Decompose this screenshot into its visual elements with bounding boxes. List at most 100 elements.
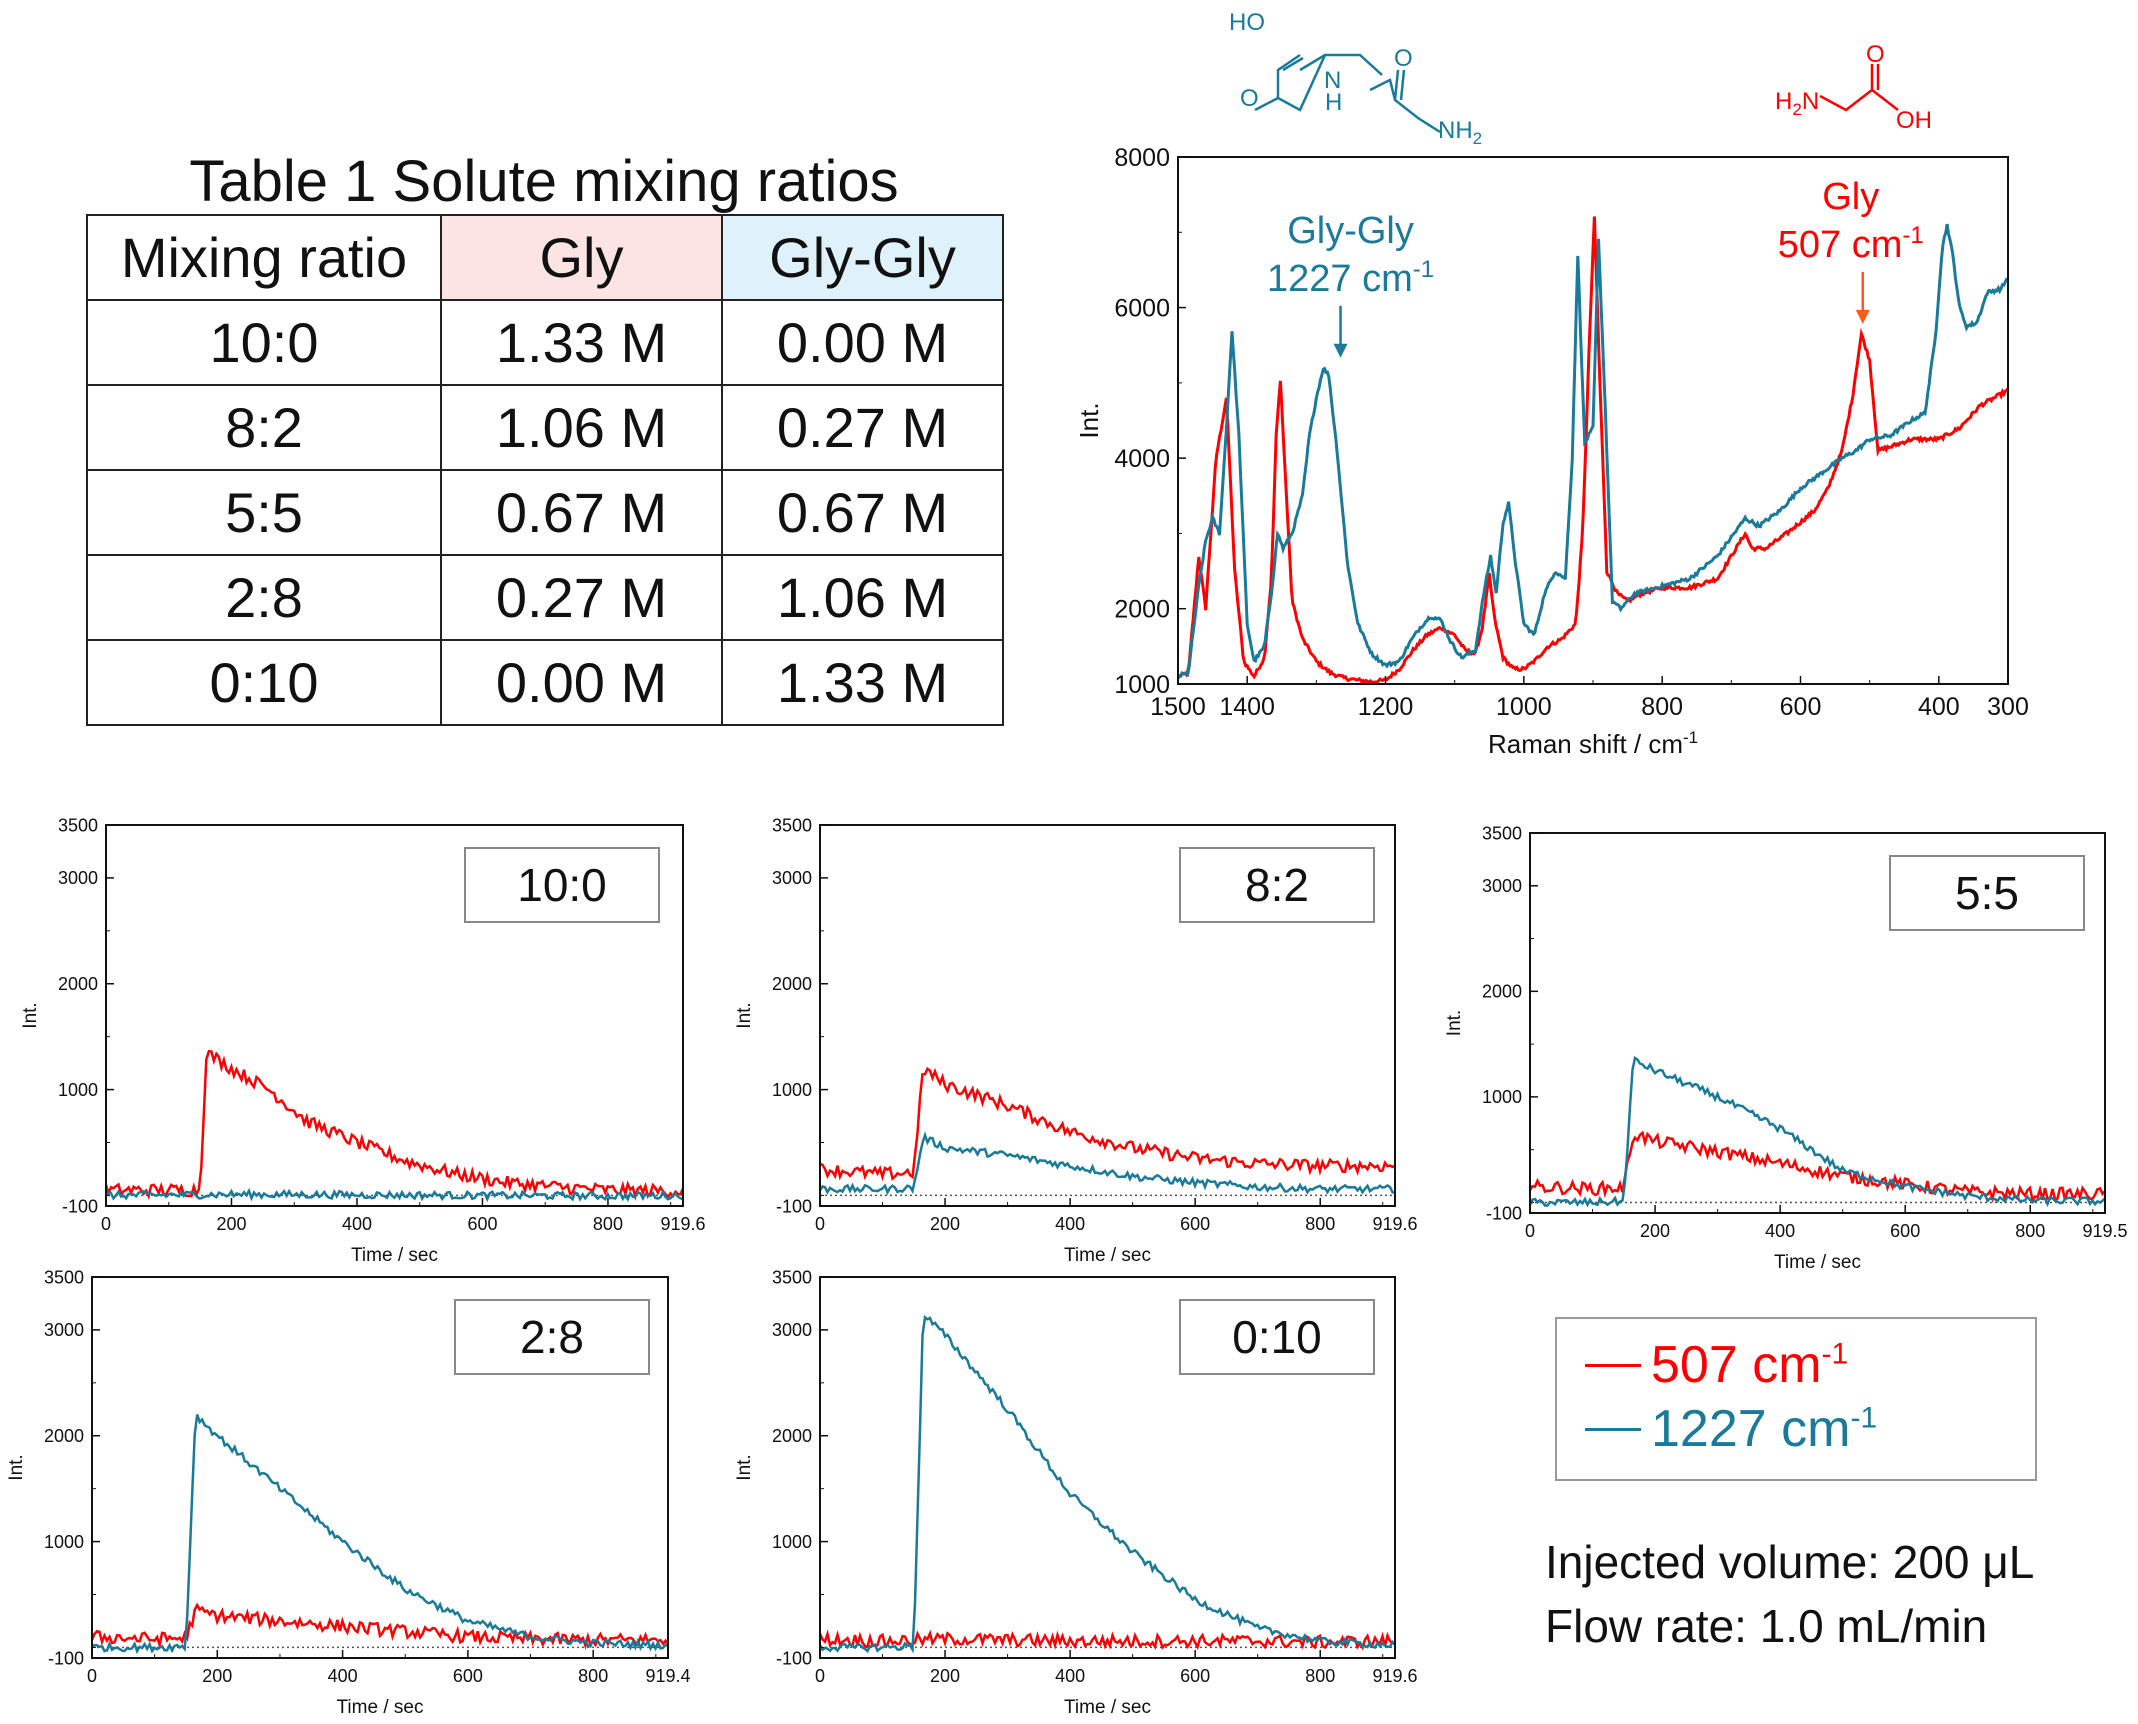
- x-tick-label: 800: [578, 1666, 608, 1686]
- x-tick-label: 600: [1180, 1666, 1210, 1686]
- x-tick-label: 400: [1055, 1214, 1085, 1234]
- annotation-wavenumber: 1227 cm-1: [1267, 256, 1434, 300]
- glygly-o2-label: O: [1394, 45, 1413, 72]
- x-axis-label-text: Time / sec: [337, 1697, 424, 1718]
- x-tick-label: 600: [453, 1666, 483, 1686]
- x-tick-label: 400: [342, 1214, 372, 1234]
- x-tick-label: 0: [815, 1214, 825, 1234]
- y-tick-label: 3000: [58, 868, 98, 888]
- injected-volume: Injected volume: 200 μL: [1545, 1536, 2035, 1588]
- table-cell: 1.06 M: [721, 554, 1004, 641]
- legend-label-507-text: 507 cm: [1651, 1336, 1822, 1394]
- table-cell: 0.27 M: [721, 384, 1004, 471]
- series-line-a: [1530, 1130, 2105, 1204]
- gly-oh-label: OH: [1896, 107, 1932, 134]
- series-line-b: [820, 1314, 1395, 1654]
- legend-swatch-507: [1585, 1363, 1641, 1367]
- gly-o-label: O: [1866, 41, 1885, 68]
- series-line-b: [1530, 1055, 2105, 1208]
- legend-label-1227-text: 1227 cm: [1651, 1400, 1851, 1458]
- chart-ratio-10-0: 0 200 400 600 800 919.6 -100 1000 2000 3000 3500 Ti…: [20, 815, 706, 1266]
- panel-label: 0:10: [1232, 1311, 1322, 1363]
- y-tick-label: -100: [776, 1648, 812, 1668]
- y-tick-label: -100: [62, 1196, 98, 1216]
- annotation-wavenumber-sup: -1: [1413, 256, 1434, 283]
- y-tick-label: -100: [776, 1196, 812, 1216]
- legend-label-507: 507 cm-1: [1651, 1335, 1848, 1395]
- x-axis-label: Time / sec: [1064, 1697, 1151, 1718]
- annotation-wavenumber-text: 507 cm: [1778, 224, 1903, 266]
- y-tick-label: 1000: [44, 1532, 84, 1552]
- x-tick-label: 600: [1180, 1214, 1210, 1234]
- x-tick-label: 919.4: [645, 1666, 690, 1686]
- x-tick-label: 600: [1780, 693, 1822, 721]
- x-tick-label: 1400: [1219, 693, 1275, 721]
- series-line-a: [820, 1629, 1395, 1651]
- y-tick-label: 6000: [1114, 294, 1170, 322]
- y-tick-label: 3000: [1482, 876, 1522, 896]
- panel-label: 10:0: [517, 859, 607, 911]
- table-cell: 2:8: [86, 554, 442, 641]
- chart-ratio-8-2: 0 200 400 600 800 919.6 -100 1000 2000 3000 3500 Ti…: [734, 815, 1418, 1266]
- annotation-wavenumber: 507 cm-1: [1778, 222, 1924, 266]
- x-axis-label-text: Time / sec: [351, 1245, 438, 1266]
- y-tick-label: 3500: [772, 815, 812, 835]
- x-tick-label: 1000: [1496, 693, 1552, 721]
- chart-ratio-0-10: 0 200 400 600 800 919.6 -100 1000 2000 3000 3500 Ti…: [734, 1267, 1418, 1718]
- x-tick-label: 1500: [1150, 693, 1206, 721]
- series-line-b: [820, 1131, 1395, 1196]
- plot-frame: [819, 1276, 1396, 1659]
- table-cell: 1.06 M: [440, 384, 723, 471]
- plot-frame: [819, 824, 1396, 1207]
- x-tick-label: 200: [1640, 1221, 1670, 1241]
- x-tick-label: 200: [202, 1666, 232, 1686]
- x-axis-label-text: Time / sec: [1774, 1252, 1861, 1273]
- x-tick-label: 200: [930, 1214, 960, 1234]
- x-axis-label-sup: -1: [1683, 728, 1698, 747]
- y-tick-label: 1000: [58, 1080, 98, 1100]
- panel-label: 8:2: [1245, 859, 1309, 911]
- y-tick-label: 3500: [58, 815, 98, 835]
- flow-rate: Flow rate: 1.0 mL/min: [1545, 1600, 1988, 1652]
- y-tick-label: 2000: [772, 974, 812, 994]
- y-tick-label: -100: [48, 1648, 84, 1668]
- x-tick-label: 600: [467, 1214, 497, 1234]
- x-tick-label: 400: [1055, 1666, 1085, 1686]
- y-tick-label: 2000: [772, 1426, 812, 1446]
- legend: 507 cm-1 1227 cm-1: [1555, 1317, 2037, 1481]
- gly-h-text: H: [1775, 88, 1792, 115]
- gly-structure: [1819, 64, 1899, 112]
- x-axis-label: Raman shift / cm-1: [1488, 728, 1698, 759]
- panel-label-box: [1179, 847, 1375, 923]
- legend-item-1227: 1227 cm-1: [1585, 1399, 1877, 1459]
- y-tick-label: 3000: [772, 868, 812, 888]
- plot-frame: [105, 824, 684, 1207]
- legend-label-1227: 1227 cm-1: [1651, 1399, 1877, 1459]
- chart-ratio-2-8: 0 200 400 600 800 919.4 -100 1000 2000 3000 3500 Ti…: [6, 1267, 691, 1718]
- y-tick-label: 2000: [44, 1426, 84, 1446]
- table-cell: 5:5: [86, 469, 442, 556]
- x-tick-label: 0: [87, 1666, 97, 1686]
- x-tick-label: 800: [2015, 1221, 2045, 1241]
- y-tick-label: 3500: [1482, 823, 1522, 843]
- x-tick-label: 200: [930, 1666, 960, 1686]
- table-cell: 8:2: [86, 384, 442, 471]
- annotation-arrow-head: [1855, 309, 1870, 324]
- glygly-o1-label: O: [1240, 85, 1259, 112]
- experiment-info: Injected volume: 200 μL Flow rate: 1.0 m…: [1545, 1530, 2034, 1658]
- series-line-b: [1178, 223, 2008, 679]
- legend-label-1227-sup: -1: [1850, 1401, 1878, 1435]
- table-title: Table 1 Solute mixing ratios: [189, 149, 899, 214]
- y-tick-label: 3000: [772, 1320, 812, 1340]
- gly-h2n-label: H2N: [1775, 88, 1819, 119]
- chart-raman: 1500 1400 1200 1000 800 600 400 300 1000 2000 4000…: [1074, 144, 2029, 759]
- table-cell: 0.67 M: [721, 469, 1004, 556]
- y-tick-label: 1000: [1482, 1087, 1522, 1107]
- legend-item-507: 507 cm-1: [1585, 1335, 1848, 1395]
- series-line-a: [820, 1066, 1395, 1182]
- series-line-b: [106, 1187, 683, 1203]
- x-tick-label: 800: [1641, 693, 1683, 721]
- x-tick-label: 300: [1987, 693, 2029, 721]
- y-axis-label: Int.: [1444, 1010, 1465, 1036]
